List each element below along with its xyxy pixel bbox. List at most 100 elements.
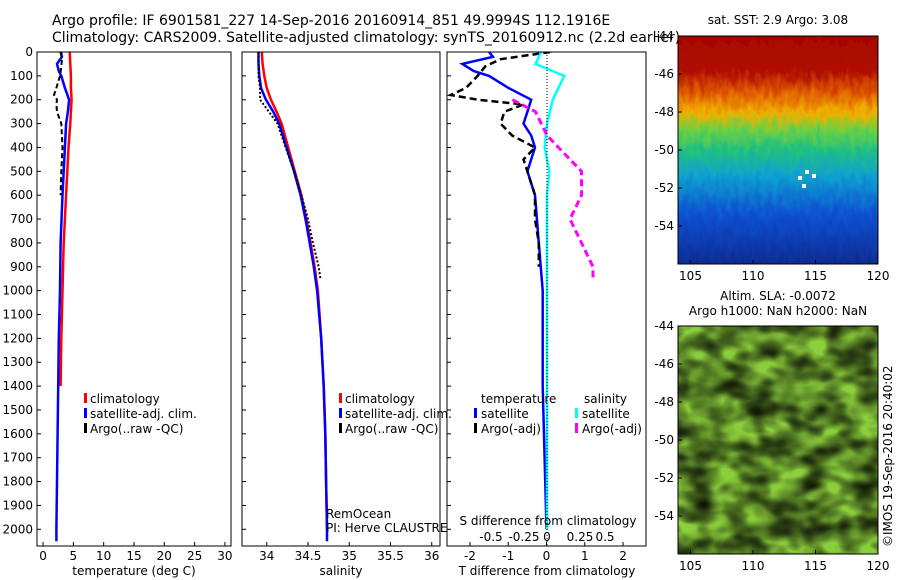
sst-field [678,36,878,264]
map-y-tick-label: -48 [654,395,674,409]
x-tick-label: 30 [217,549,232,563]
x-tick-label: 10 [96,549,111,563]
map-y-tick-label: -44 [654,29,674,43]
difference-profile-chart: -2 -1 0 1 2 T difference from climatology S … [446,51,647,578]
depth-tick-label: 1300 [2,355,33,369]
temperature-legend: climatology satellite-adj. clim. Argo(..… [84,392,197,436]
map-y-tick-label: -46 [654,357,674,371]
map-x-tick-label: 115 [804,269,827,283]
legend-s-satellite-swatch [575,408,578,418]
x-tick-label: -2 [464,549,476,563]
legend-climatology-swatch [339,393,342,403]
x-tick-label: 1 [581,549,589,563]
map-y-tick-label: -50 [654,143,674,157]
legend-header-temperature: temperature [481,392,556,406]
salinity-profile-chart: 34 34.5 35 35.5 36 salinity climatology sate… [241,51,452,578]
series-argo-raw-qc--line [257,52,322,279]
x-tick-label: 2 [619,549,627,563]
x-tick-label: 34.5 [295,549,322,563]
temperature-x-label: temperature (deg C) [72,564,195,578]
sla-map-title-line1: Altim. SLA: -0.0072 [720,289,836,303]
map-x-tick-label: 105 [679,559,702,573]
series-s-satellite-line [533,52,567,530]
series-climatology-line [59,52,73,387]
s-difference-top-label: S difference from climatology [460,514,637,528]
legend-t-satellite-label: satellite [481,407,529,421]
argo-location-marker [812,174,816,178]
legend-s-satellite-label: satellite [582,407,630,421]
series-t-satellite-line [459,52,548,530]
depth-tick-label: 900 [10,260,33,274]
pi-annotation: PI: Herve CLAUSTRE [326,521,447,535]
legend-t-argo-swatch [474,423,477,433]
series-t-argo-adj--line [447,52,551,267]
map-x-tick-label: 110 [742,559,765,573]
legend-header-salinity: salinity [584,392,627,406]
map-x-tick-label: 120 [867,269,890,283]
legend-argo-swatch [339,423,342,433]
map-x-tick-label: 110 [742,269,765,283]
map-y-tick-label: -52 [654,181,674,195]
legend-t-argo-label: Argo(-adj) [481,422,541,436]
argo-location-marker [798,176,802,180]
remocean-annotation: RemOcean [326,507,391,521]
x-tick-label: 0 [543,549,551,563]
legend-climatology-label: climatology [345,392,415,406]
series-satellite-adj-clim--line [55,52,71,542]
salinity-axes-frame [241,51,441,547]
s-diff-tick-label: -0.5 [479,530,502,544]
argo-location-marker [802,184,806,188]
depth-tick-label: 1400 [2,379,33,393]
depth-tick-label: 100 [10,69,33,83]
figure-title-line1: Argo profile: IF 6901581_227 14-Sep-2016… [52,13,611,29]
salinity-x-label: salinity [319,564,362,578]
map-y-tick-label: -46 [654,67,674,81]
x-tick-label: -1 [502,549,514,563]
depth-tick-label: 700 [10,212,33,226]
s-diff-tick-label: 0 [543,530,551,544]
depth-tick-label: 1600 [2,427,33,441]
depth-tick-label: 500 [10,164,33,178]
sla-map: Altim. SLA: -0.0072 Argo h1000: NaN h200… [654,289,895,573]
legend-climatology-label: climatology [90,392,160,406]
depth-tick-label: 1800 [2,475,33,489]
depth-tick-label: 800 [10,236,33,250]
t-difference-x-label: T difference from climatology [458,564,636,578]
depth-tick-label: 1500 [2,403,33,417]
x-tick-label: 15 [126,549,141,563]
depth-tick-label: 200 [10,93,33,107]
map-y-tick-label: -50 [654,433,674,447]
depth-tick-label: 400 [10,140,33,154]
sla-field-low [678,326,878,554]
difference-legend: temperature salinity satellite Argo(-adj… [474,392,642,436]
s-diff-tick-label: 0.25 [567,530,594,544]
legend-satellite-label: satellite-adj. clim. [345,407,452,421]
legend-s-argo-label: Argo(-adj) [582,422,642,436]
map-y-tick-label: -52 [654,471,674,485]
legend-t-satellite-swatch [474,408,477,418]
series-s-argo-adj--line [511,98,595,279]
depth-tick-label: 0 [25,45,33,59]
x-tick-label: 35 [342,549,357,563]
x-tick-label: 25 [187,549,202,563]
depth-tick-label: 1100 [2,308,33,322]
argo-location-marker [805,170,809,174]
sst-map: sat. SST: 2.9 Argo: 3.08 105 110 115 120 -44… [654,13,890,283]
map-x-tick-label: 105 [679,269,702,283]
map-y-tick-label: -44 [654,319,674,333]
legend-satellite-swatch [84,408,87,418]
series-argo-raw-qc--line [52,52,64,196]
x-tick-label: 34 [259,549,274,563]
depth-tick-label: 1900 [2,498,33,512]
map-y-tick-label: -54 [654,219,674,233]
x-tick-label: 35.5 [377,549,404,563]
salinity-legend: climatology satellite-adj. clim. Argo(..… [339,392,452,436]
map-x-tick-label: 120 [867,559,890,573]
depth-tick-label: 1700 [2,451,33,465]
legend-s-argo-swatch [575,423,578,433]
x-tick-label: 36 [424,549,439,563]
temperature-profile-chart: 0100200300400500600700800900100011001200… [2,45,232,578]
series-satellite-adj-clim--line [257,52,329,542]
legend-argo-swatch [84,423,87,433]
